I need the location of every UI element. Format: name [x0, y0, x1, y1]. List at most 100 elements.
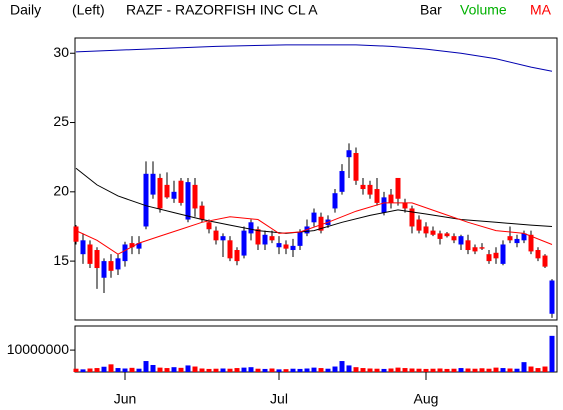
x-tick-label: Jun — [114, 391, 137, 407]
volume-bar — [325, 368, 331, 372]
volume-bar — [178, 367, 184, 372]
volume-bar — [311, 367, 317, 372]
volume-bar — [346, 365, 352, 372]
volume-bar — [220, 368, 226, 372]
candle-body — [164, 184, 170, 198]
volume-bar — [430, 368, 436, 372]
candle-body — [283, 244, 289, 249]
volume-bar — [290, 368, 296, 372]
candle-body — [269, 236, 275, 241]
volume-bar — [395, 367, 401, 372]
candle-body — [416, 219, 422, 231]
candle-body — [220, 236, 226, 241]
volume-bar — [241, 367, 247, 372]
candle-body — [395, 177, 401, 199]
volume-bar — [227, 368, 233, 372]
volume-bar — [129, 367, 135, 372]
price-panel-frame — [74, 37, 558, 321]
volume-bar — [444, 368, 450, 372]
candle-body — [353, 153, 359, 181]
y-tick-label: 20 — [53, 183, 69, 199]
volume-bar — [248, 367, 254, 372]
volume-bar — [507, 368, 513, 372]
candle-body — [451, 236, 457, 241]
candle-body — [479, 247, 485, 249]
volume-bar — [353, 367, 359, 372]
volume-bar — [276, 369, 282, 372]
candle-body — [234, 250, 240, 262]
candle-body — [157, 177, 163, 209]
candle-body — [94, 250, 100, 269]
volume-bar — [381, 368, 387, 372]
volume-bar — [87, 368, 93, 372]
volume-bar — [192, 366, 198, 372]
volume-bar — [304, 368, 310, 372]
candle-body — [458, 236, 464, 245]
candle-body — [185, 182, 191, 220]
moving-average-line — [75, 44, 553, 72]
candle-body — [87, 244, 93, 264]
candle-body — [360, 184, 366, 190]
candle-body — [486, 254, 492, 262]
candle-body — [388, 194, 394, 203]
volume-bar — [388, 368, 394, 372]
candle-body — [129, 243, 135, 248]
volume-bar — [269, 368, 275, 372]
volume-bar — [514, 368, 520, 372]
volume-bar — [451, 368, 457, 372]
candle-body — [311, 212, 317, 223]
volume-bar — [360, 368, 366, 372]
volume-bar — [115, 368, 121, 372]
volume-bar — [255, 368, 261, 372]
volume-bar — [262, 368, 268, 372]
volume-bar — [171, 367, 177, 372]
y-tick-label: 25 — [53, 113, 69, 129]
candle-body — [332, 193, 338, 209]
volume-bar — [150, 364, 156, 372]
candle-body — [507, 236, 513, 241]
candle-body — [255, 229, 261, 245]
candle-body — [528, 234, 534, 252]
volume-bar — [437, 368, 443, 372]
candle-body — [549, 280, 555, 314]
candle-body — [535, 250, 541, 259]
candle-body — [136, 243, 142, 249]
volume-bar — [206, 368, 212, 372]
volume-bar — [486, 368, 492, 372]
candle-body — [367, 184, 373, 195]
candle-body — [122, 244, 128, 262]
volume-bar — [213, 368, 219, 372]
candle-body — [542, 255, 548, 267]
legend-entry: Volume — [460, 2, 507, 18]
volume-bar — [185, 365, 191, 372]
candle-body — [199, 205, 205, 220]
candle-body — [500, 244, 506, 264]
y-tick-label: 30 — [53, 44, 69, 60]
volume-bar — [500, 368, 506, 372]
candle-body — [192, 184, 198, 209]
candle-body — [206, 222, 212, 230]
candle-body — [318, 216, 324, 231]
volume-bar — [318, 368, 324, 372]
volume-bar — [136, 368, 142, 372]
volume-bar — [493, 367, 499, 372]
candle-body — [101, 261, 107, 278]
volume-bar — [528, 366, 534, 372]
candle-body — [409, 208, 415, 227]
volume-bar — [199, 368, 205, 372]
candle-body — [339, 171, 345, 192]
volume-bar — [157, 367, 163, 372]
candle-body — [514, 238, 520, 244]
candle-body — [423, 226, 429, 234]
candle-body — [437, 233, 443, 239]
volume-bar — [339, 361, 345, 372]
volume-bar — [472, 368, 478, 372]
side-label: (Left) — [72, 2, 105, 18]
volume-bar — [122, 368, 128, 372]
volume-bar — [542, 366, 548, 372]
volume-bar — [143, 361, 149, 372]
moving-average-line — [75, 202, 553, 255]
volume-y-tick-label: 10000000 — [7, 341, 70, 357]
